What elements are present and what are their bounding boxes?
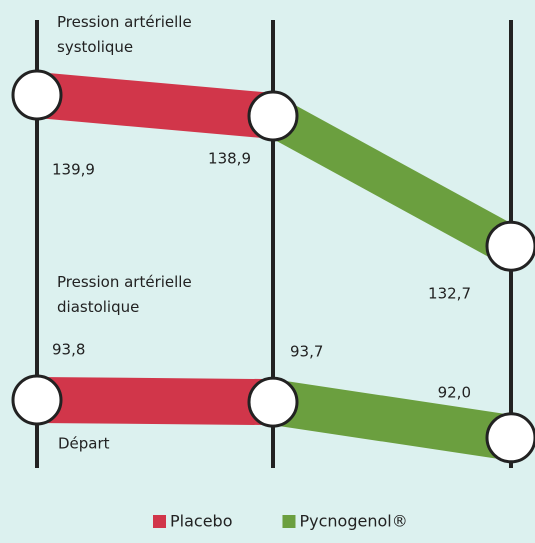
node <box>247 90 299 142</box>
legend-label: Placebo <box>170 512 232 531</box>
node <box>11 69 63 121</box>
value-label: 93,7 <box>290 343 323 361</box>
baseline-label: Départ <box>58 435 110 453</box>
node <box>485 412 535 464</box>
band <box>37 377 273 426</box>
legend-swatch <box>282 515 296 528</box>
group-label: Pression artérielle diastolique <box>57 273 192 316</box>
band <box>273 379 511 461</box>
group-label: Pression artérielle systolique <box>57 13 192 56</box>
legend-label: Pycnogenol® <box>299 512 407 531</box>
legend-swatch <box>153 515 166 528</box>
value-label: 139,9 <box>52 161 95 179</box>
value-label: 132,7 <box>428 285 471 303</box>
node <box>11 374 63 426</box>
value-label: 92,0 <box>438 383 471 401</box>
node <box>247 376 299 428</box>
node <box>485 220 535 272</box>
band <box>37 72 273 139</box>
value-label: 138,9 <box>208 150 251 168</box>
value-label: 93,8 <box>52 341 85 359</box>
band <box>273 93 511 270</box>
